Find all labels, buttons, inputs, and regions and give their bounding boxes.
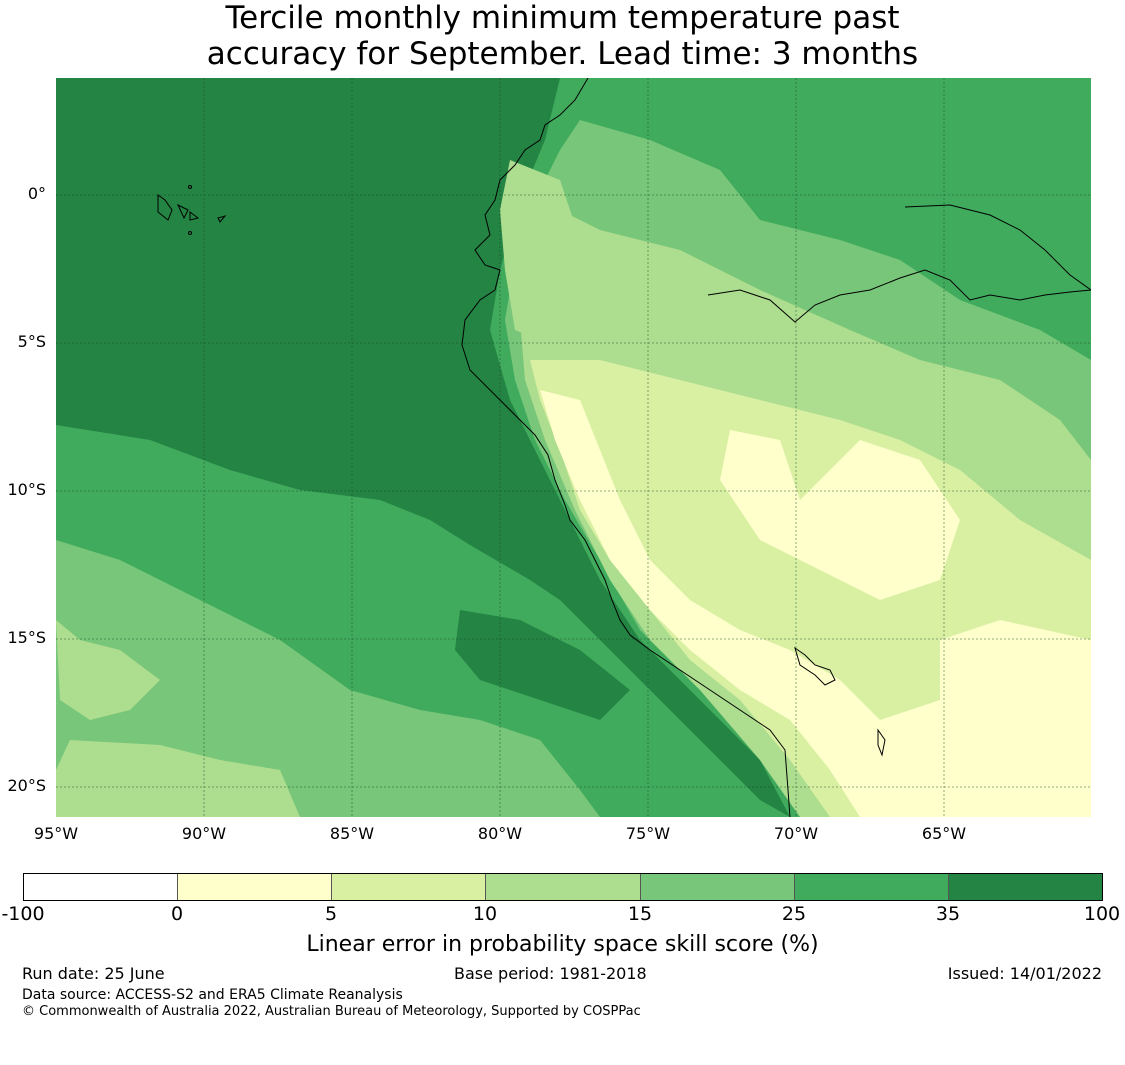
colorbar-tick: 25 [781, 903, 807, 925]
skill-score-map [56, 78, 1091, 817]
lon-label-75w: 75°W [625, 824, 671, 843]
skill-region-south-ocean-15-25 [56, 540, 600, 817]
run-date: Run date: 25 June [22, 964, 165, 983]
skill-region-coast-10-15 [500, 160, 580, 340]
lon-label-80w: 80°W [477, 824, 523, 843]
skill-region-highland-0-5 [720, 430, 960, 600]
colorbar-segment-35-100 [948, 874, 1102, 900]
colorbar-tick: 5 [324, 903, 338, 925]
map-gridlines [56, 78, 1091, 817]
lon-label-85w: 85°W [329, 824, 375, 843]
skill-region-dark-patch [455, 610, 630, 720]
data-source: Data source: ACCESS-S2 and ERA5 Climate … [22, 987, 403, 1003]
skill-region-south-ocean-10-15b [56, 740, 300, 817]
colorbar-segment-0-5 [178, 874, 333, 900]
chart-title: Tercile monthly minimum temperature past… [0, 0, 1125, 72]
colorbar-tick: 10 [472, 903, 498, 925]
lat-label-0: 0° [27, 184, 46, 203]
colorbar-segment-15-25 [640, 874, 795, 900]
skill-region-central-0-5 [540, 390, 1091, 817]
colorbar-segment-25-35 [794, 874, 949, 900]
lon-label-70w: 70°W [773, 824, 819, 843]
lat-label-20s: 20°S [7, 776, 46, 795]
colorbar-tick: -100 [1, 903, 45, 925]
base-period: Base period: 1981-2018 [454, 964, 647, 983]
colorbar [23, 873, 1103, 901]
skill-region-south-ocean-10-15 [56, 620, 160, 720]
colorbar-label: Linear error in probability space skill … [306, 932, 819, 957]
colorbar-segment-5-10 [332, 874, 487, 900]
south-america-coastline [461, 78, 791, 817]
lat-label-10s: 10°S [7, 480, 46, 499]
lat-label-5s: 5°S [17, 332, 46, 351]
amazon-river-outline [707, 269, 1091, 323]
title-line-1: Tercile monthly minimum temperature past [225, 0, 900, 36]
issued-date: Issued: 14/01/2022 [947, 964, 1102, 983]
colorbar-segment-10-15 [486, 874, 641, 900]
colorbar-tick: 15 [627, 903, 653, 925]
colorbar-tick: 0 [170, 903, 184, 925]
lake-poopo [877, 728, 886, 757]
title-line-2: accuracy for September. Lead time: 3 mon… [206, 36, 919, 72]
colorbar-segment-neg100-0 [24, 874, 179, 900]
colorbar-tick: 100 [1083, 903, 1121, 925]
lake-titicaca [794, 646, 836, 686]
colorbar-tick: 35 [935, 903, 961, 925]
copyright: © Commonwealth of Australia 2022, Austra… [22, 1004, 641, 1019]
lon-label-65w: 65°W [921, 824, 967, 843]
amazon-river-north [904, 204, 1091, 291]
lon-label-90w: 90°W [181, 824, 227, 843]
lat-label-15s: 15°S [7, 628, 46, 647]
lon-label-95w: 95°W [33, 824, 79, 843]
galapagos-islands [157, 185, 227, 235]
